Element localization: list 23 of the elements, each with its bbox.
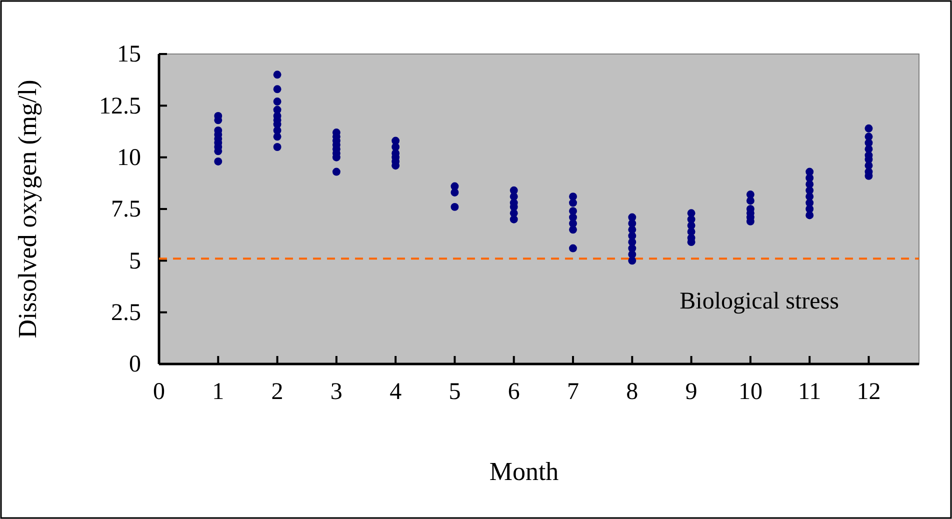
y-tick-label: 2.5 — [111, 300, 141, 326]
x-tick-label: 12 — [856, 379, 881, 406]
ref-line-label: Biological stress — [680, 288, 839, 315]
x-tick-label: 3 — [330, 379, 342, 406]
y-axis-title: Dissolved oxygen (mg/l) — [13, 80, 42, 338]
y-tick-label: 10 — [117, 145, 141, 172]
y-tick-label: 7.5 — [111, 196, 141, 223]
x-axis-title: Month — [489, 457, 559, 486]
x-tick-label: 2 — [271, 379, 284, 406]
y-tick-label: 15 — [117, 42, 141, 68]
y-tick-label: 5 — [129, 248, 141, 274]
x-tick-label: 4 — [390, 379, 402, 406]
y-tick-label: 12.5 — [99, 93, 141, 120]
y-tick-label: 0 — [129, 352, 141, 378]
x-tick-label: 6 — [508, 379, 520, 406]
x-tick-label: 8 — [626, 379, 638, 406]
x-tick-label: 1 — [212, 379, 224, 406]
x-tick-label: 0 — [153, 379, 165, 406]
x-tick-label: 11 — [798, 379, 822, 406]
x-tick-label: 5 — [448, 379, 461, 406]
x-tick-label: 9 — [685, 379, 698, 406]
x-tick-label: 7 — [567, 379, 580, 406]
x-tick-label: 10 — [738, 379, 762, 406]
